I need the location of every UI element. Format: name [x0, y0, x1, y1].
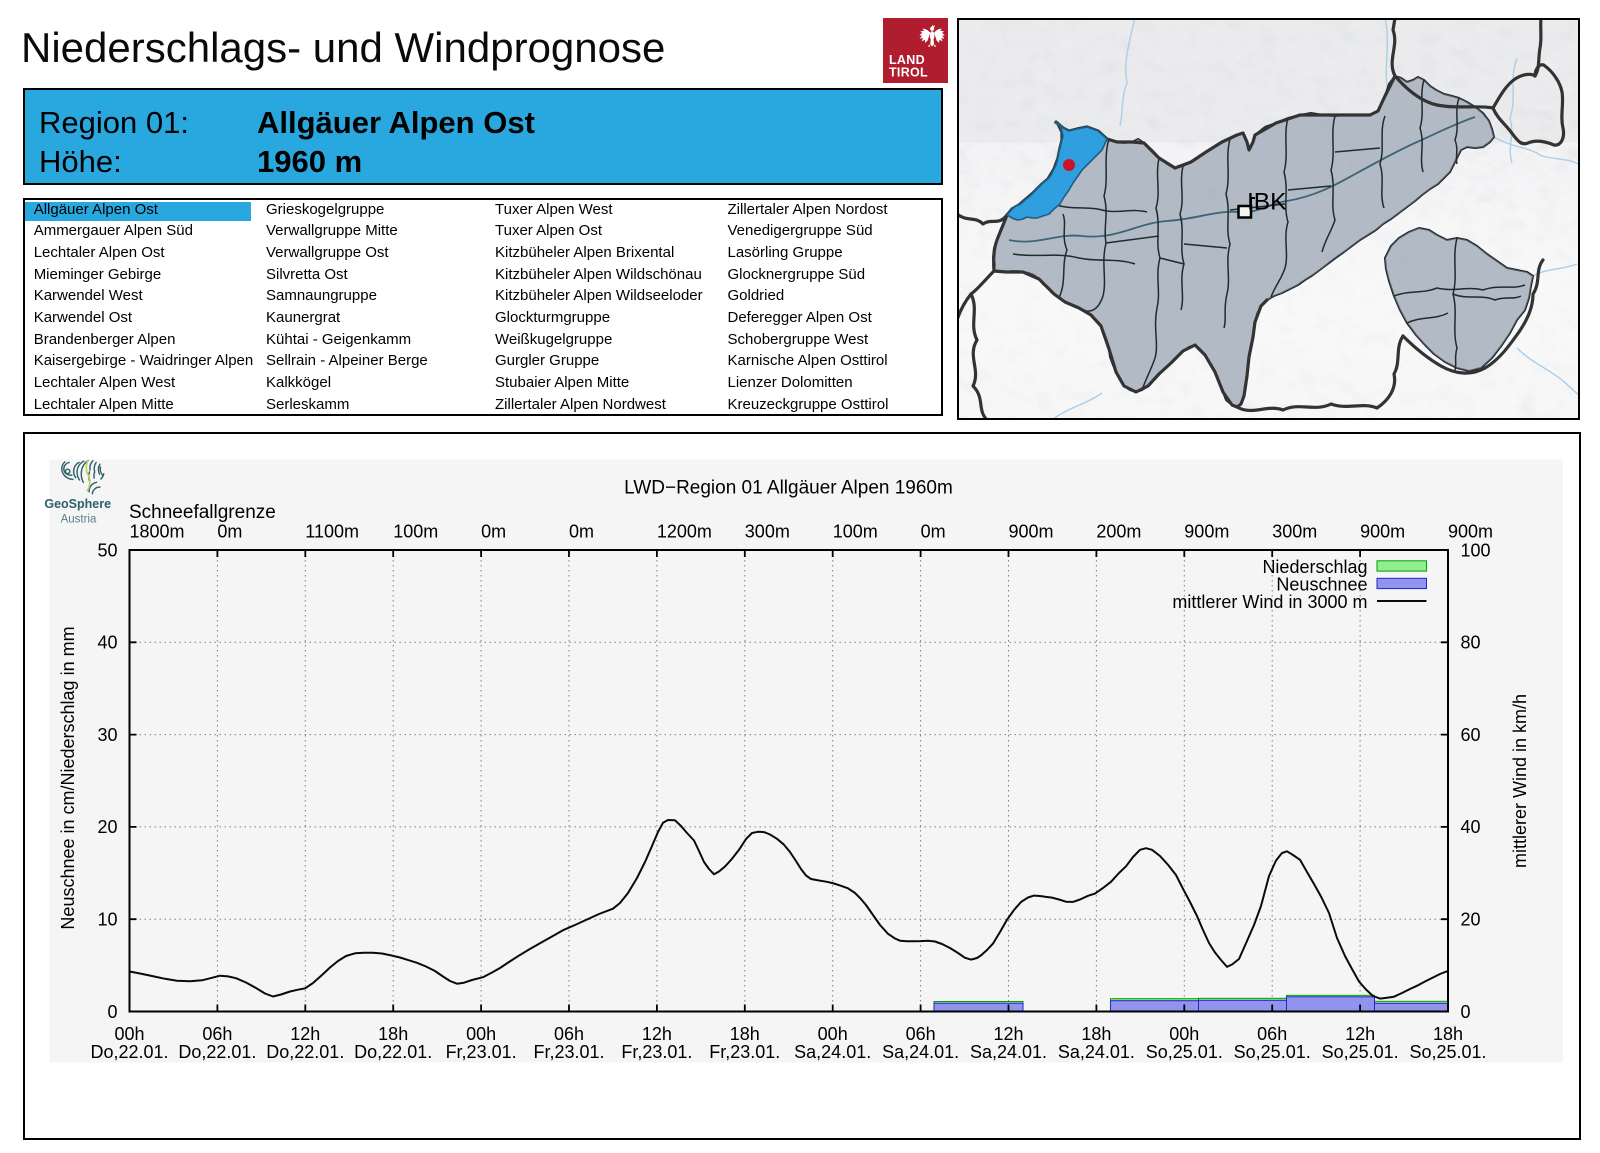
svg-text:12h: 12h: [290, 1024, 320, 1044]
svg-text:0: 0: [1461, 1002, 1471, 1022]
svg-text:Niederschlag: Niederschlag: [1262, 557, 1367, 577]
svg-text:18h: 18h: [1433, 1024, 1463, 1044]
svg-text:TIROL: TIROL: [889, 66, 928, 80]
svg-text:900m: 900m: [1184, 522, 1229, 542]
svg-text:00h: 00h: [466, 1024, 496, 1044]
svg-text:GeoSphere: GeoSphere: [44, 497, 111, 511]
svg-text:00h: 00h: [114, 1024, 144, 1044]
svg-text:So,25.01.: So,25.01.: [1409, 1042, 1486, 1062]
svg-text:900m: 900m: [1360, 522, 1405, 542]
svg-text:100: 100: [1461, 540, 1491, 560]
svg-text:100m: 100m: [393, 522, 438, 542]
svg-text:Do,22.01.: Do,22.01.: [266, 1042, 344, 1062]
svg-text:20: 20: [1461, 910, 1481, 930]
svg-text:Austria: Austria: [61, 514, 97, 526]
svg-text:Do,22.01.: Do,22.01.: [90, 1042, 168, 1062]
svg-text:mittlerer Wind in km/h: mittlerer Wind in km/h: [1510, 694, 1530, 868]
svg-text:1100m: 1100m: [305, 522, 359, 542]
svg-text:IBK: IBK: [1247, 189, 1287, 216]
svg-text:mittlerer Wind in 3000 m: mittlerer Wind in 3000 m: [1172, 592, 1367, 612]
svg-text:Fr,23.01.: Fr,23.01.: [709, 1042, 780, 1062]
svg-text:18h: 18h: [730, 1024, 760, 1044]
svg-text:300m: 300m: [1272, 522, 1317, 542]
svg-text:So,25.01.: So,25.01.: [1322, 1042, 1399, 1062]
svg-text:40: 40: [1461, 817, 1481, 837]
svg-text:18h: 18h: [1081, 1024, 1111, 1044]
svg-text:Neuschnee in cm/Niederschlag i: Neuschnee in cm/Niederschlag in mm: [58, 626, 78, 929]
svg-text:Sa,24.01.: Sa,24.01.: [882, 1042, 959, 1062]
svg-text:0: 0: [107, 1002, 117, 1022]
svg-text:300m: 300m: [745, 522, 790, 542]
svg-text:Schneefallgrenze: Schneefallgrenze: [129, 502, 276, 523]
svg-text:40: 40: [97, 633, 117, 653]
svg-text:1200m: 1200m: [657, 522, 712, 542]
svg-text:0m: 0m: [921, 522, 946, 542]
svg-text:0m: 0m: [217, 522, 242, 542]
svg-text:06h: 06h: [554, 1024, 584, 1044]
svg-text:30: 30: [97, 725, 117, 745]
svg-text:06h: 06h: [202, 1024, 232, 1044]
svg-text:Do,22.01.: Do,22.01.: [178, 1042, 256, 1062]
svg-text:100m: 100m: [833, 522, 878, 542]
svg-text:Fr,23.01.: Fr,23.01.: [446, 1042, 517, 1062]
svg-text:00h: 00h: [818, 1024, 848, 1044]
svg-text:900m: 900m: [1448, 522, 1493, 542]
svg-text:00h: 00h: [1169, 1024, 1199, 1044]
svg-text:20: 20: [97, 817, 117, 837]
svg-text:Fr,23.01.: Fr,23.01.: [621, 1042, 692, 1062]
svg-text:10: 10: [97, 910, 117, 930]
svg-text:12h: 12h: [993, 1024, 1023, 1044]
svg-text:1800m: 1800m: [130, 522, 185, 542]
svg-text:900m: 900m: [1009, 522, 1054, 542]
svg-text:LWD−Region 01 Allgäuer Alpen 1: LWD−Region 01 Allgäuer Alpen 1960m: [624, 478, 953, 499]
svg-text:Sa,24.01.: Sa,24.01.: [794, 1042, 871, 1062]
svg-text:0m: 0m: [569, 522, 594, 542]
svg-text:18h: 18h: [378, 1024, 408, 1044]
svg-text:12h: 12h: [1345, 1024, 1375, 1044]
svg-text:200m: 200m: [1096, 522, 1141, 542]
svg-text:Fr,23.01.: Fr,23.01.: [533, 1042, 604, 1062]
svg-text:Sa,24.01.: Sa,24.01.: [1058, 1042, 1135, 1062]
svg-text:06h: 06h: [1257, 1024, 1287, 1044]
svg-text:0m: 0m: [481, 522, 506, 542]
svg-text:LAND: LAND: [889, 53, 925, 67]
svg-text:60: 60: [1461, 725, 1481, 745]
svg-text:So,25.01.: So,25.01.: [1234, 1042, 1311, 1062]
svg-text:80: 80: [1461, 633, 1481, 653]
svg-text:Neuschnee: Neuschnee: [1276, 575, 1367, 595]
svg-text:50: 50: [97, 540, 117, 560]
svg-text:12h: 12h: [642, 1024, 672, 1044]
svg-text:Do,22.01.: Do,22.01.: [354, 1042, 432, 1062]
svg-text:So,25.01.: So,25.01.: [1146, 1042, 1223, 1062]
svg-text:Sa,24.01.: Sa,24.01.: [970, 1042, 1047, 1062]
svg-text:06h: 06h: [906, 1024, 936, 1044]
